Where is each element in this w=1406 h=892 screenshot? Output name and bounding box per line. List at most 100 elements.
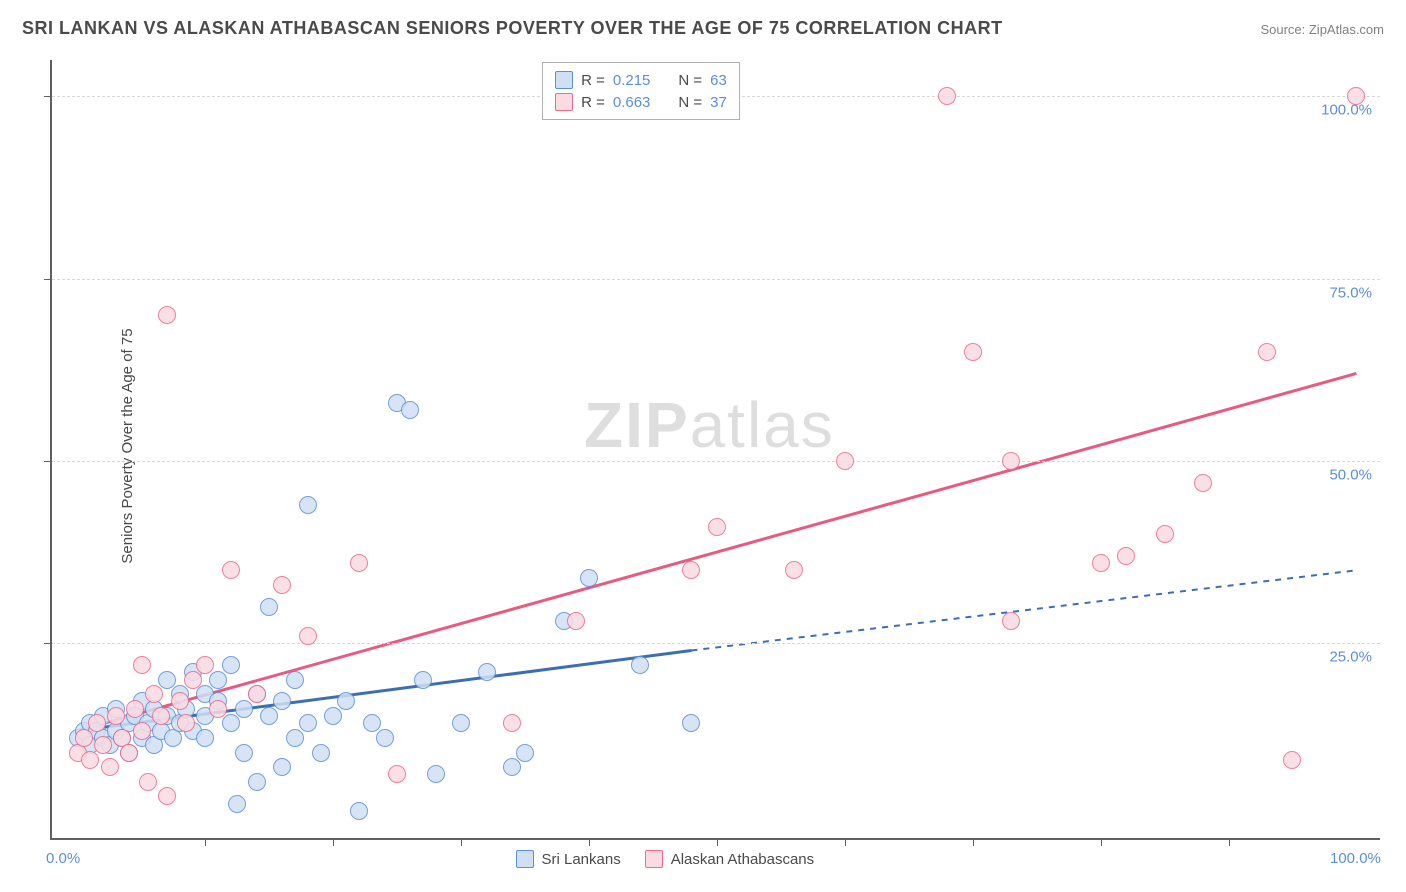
scatter-point (350, 554, 368, 572)
trend-lines-layer (52, 60, 1382, 840)
scatter-point (836, 452, 854, 470)
scatter-point (1156, 525, 1174, 543)
scatter-point (452, 714, 470, 732)
scatter-point (1347, 87, 1365, 105)
watermark-zip: ZIP (584, 389, 690, 461)
legend-r-label: R = (581, 94, 605, 111)
scatter-point (228, 795, 246, 813)
series-legend: Sri Lankans Alaskan Athabascans (516, 850, 815, 868)
scatter-point (222, 656, 240, 674)
correlation-legend: R = 0.215 N = 63 R = 0.663 N = 37 (542, 62, 740, 120)
legend-swatch (555, 71, 573, 89)
legend-item-label: Alaskan Athabascans (671, 851, 814, 868)
trend-line-solid (78, 373, 1357, 730)
legend-row: R = 0.215 N = 63 (555, 69, 727, 91)
legend-item: Sri Lankans (516, 850, 621, 868)
y-tick (44, 643, 52, 644)
y-tick (44, 461, 52, 462)
scatter-point (516, 744, 534, 762)
scatter-point (120, 744, 138, 762)
legend-item-label: Sri Lankans (542, 851, 621, 868)
scatter-point (414, 671, 432, 689)
x-tick (1229, 838, 1230, 846)
scatter-point (938, 87, 956, 105)
scatter-point (158, 306, 176, 324)
scatter-point (964, 343, 982, 361)
scatter-point (1002, 452, 1020, 470)
scatter-point (222, 714, 240, 732)
scatter-point (196, 729, 214, 747)
scatter-point (177, 714, 195, 732)
scatter-point (401, 401, 419, 419)
scatter-point (682, 714, 700, 732)
legend-item: Alaskan Athabascans (645, 850, 814, 868)
legend-n-value: 63 (710, 72, 727, 89)
legend-r-label: R = (581, 72, 605, 89)
scatter-point (133, 656, 151, 674)
scatter-point (273, 576, 291, 594)
scatter-point (248, 685, 266, 703)
scatter-point (1092, 554, 1110, 572)
scatter-point (222, 561, 240, 579)
scatter-point (567, 612, 585, 630)
scatter-point (75, 729, 93, 747)
plot-area: ZIPatlas 25.0% 50.0% 75.0% 100.0% (50, 60, 1380, 840)
scatter-point (184, 671, 202, 689)
scatter-point (145, 685, 163, 703)
scatter-point (1002, 612, 1020, 630)
scatter-point (312, 744, 330, 762)
x-tick (461, 838, 462, 846)
scatter-point (273, 692, 291, 710)
y-tick (44, 96, 52, 97)
source-link[interactable]: ZipAtlas.com (1309, 22, 1384, 37)
y-tick-label: 25.0% (1329, 649, 1372, 666)
x-tick (333, 838, 334, 846)
scatter-point (376, 729, 394, 747)
chart-container: SRI LANKAN VS ALASKAN ATHABASCAN SENIORS… (0, 0, 1406, 892)
scatter-point (337, 692, 355, 710)
scatter-point (1194, 474, 1212, 492)
y-tick-label: 75.0% (1329, 284, 1372, 301)
scatter-point (139, 773, 157, 791)
scatter-point (503, 758, 521, 776)
scatter-point (682, 561, 700, 579)
scatter-point (286, 671, 304, 689)
scatter-point (88, 714, 106, 732)
scatter-point (196, 656, 214, 674)
y-tick-label: 50.0% (1329, 466, 1372, 483)
legend-r-value: 0.215 (613, 72, 651, 89)
scatter-point (299, 627, 317, 645)
x-tick (205, 838, 206, 846)
gridline (52, 461, 1380, 462)
y-tick-label: 100.0% (1321, 102, 1372, 119)
scatter-point (350, 802, 368, 820)
x-tick (973, 838, 974, 846)
legend-swatch (645, 850, 663, 868)
x-tick (845, 838, 846, 846)
scatter-point (248, 773, 266, 791)
x-axis-max-label: 100.0% (1330, 850, 1381, 867)
scatter-point (209, 671, 227, 689)
legend-n-value: 37 (710, 94, 727, 111)
scatter-point (235, 700, 253, 718)
scatter-point (299, 714, 317, 732)
gridline (52, 643, 1380, 644)
x-tick (717, 838, 718, 846)
scatter-point (478, 663, 496, 681)
scatter-point (260, 707, 278, 725)
legend-n-label: N = (678, 94, 702, 111)
source-prefix: Source: (1260, 22, 1308, 37)
scatter-point (299, 496, 317, 514)
scatter-point (708, 518, 726, 536)
scatter-point (1283, 751, 1301, 769)
scatter-point (107, 707, 125, 725)
watermark-atlas: atlas (690, 389, 835, 461)
scatter-point (152, 707, 170, 725)
scatter-point (363, 714, 381, 732)
legend-n-label: N = (678, 72, 702, 89)
scatter-point (631, 656, 649, 674)
legend-swatch (516, 850, 534, 868)
legend-r-value: 0.663 (613, 94, 651, 111)
scatter-point (286, 729, 304, 747)
legend-row: R = 0.663 N = 37 (555, 91, 727, 113)
